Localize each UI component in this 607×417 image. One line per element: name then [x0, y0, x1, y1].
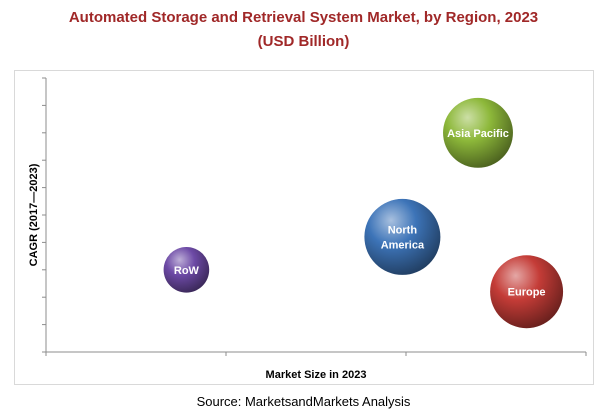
source-note: Source: MarketsandMarkets Analysis [196, 394, 411, 409]
plot-area-frame [14, 70, 594, 385]
bubble-asia-pacific [443, 97, 513, 168]
x-axis-label: Market Size in 2023 [266, 369, 367, 381]
bubble-north-america [364, 198, 441, 275]
chart-title-line-1: Automated Storage and Retrieval System M… [68, 9, 539, 26]
chart-title-line-2: (USD Billion) [257, 33, 350, 50]
bubble-row [163, 246, 210, 293]
bubble-label-row: RoW [174, 265, 200, 277]
bubble-label-north-america: North America [381, 224, 425, 251]
bubble-europe [490, 255, 564, 329]
bubble-label-europe: Europe [508, 287, 546, 299]
axes: Market Size in 2023 CAGR (2017—2023) [28, 77, 587, 381]
bubbles: Asia Pacific North America Europe RoW [163, 97, 564, 329]
bubble-label-asia-pacific: Asia Pacific [447, 128, 509, 140]
y-axis-label: CAGR (2017—2023) [28, 163, 40, 266]
